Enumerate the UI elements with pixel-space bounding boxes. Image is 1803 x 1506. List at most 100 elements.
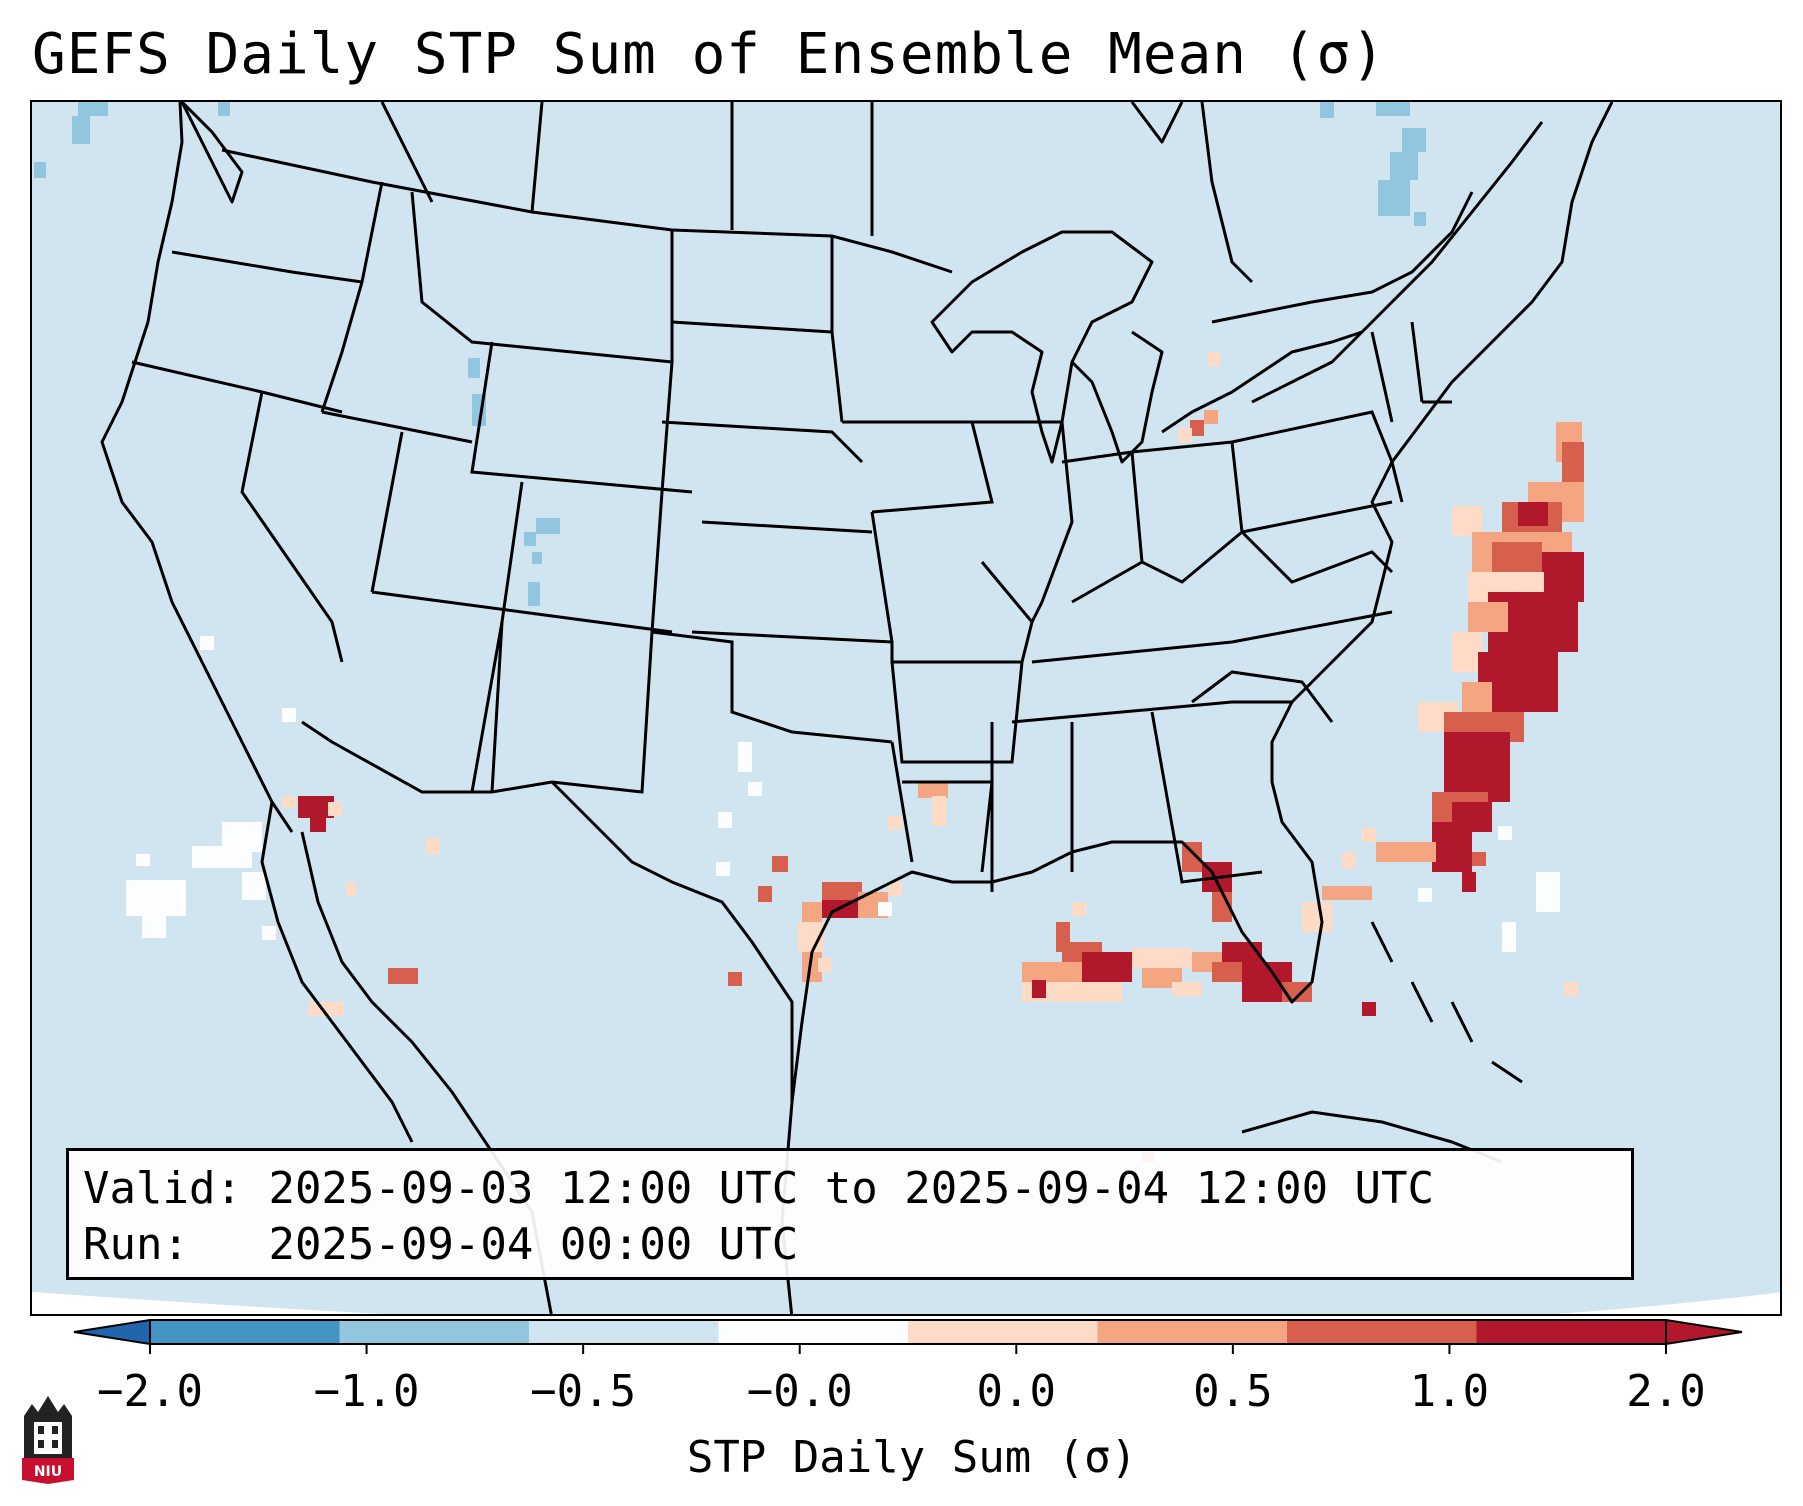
bahamas	[1370, 921, 1523, 1084]
anomaly-cell	[136, 854, 150, 866]
anomaly-cell	[388, 968, 418, 984]
anomaly-cell	[1022, 982, 1122, 1002]
anomaly-cell	[1320, 102, 1334, 118]
anomaly-cell	[1378, 180, 1410, 216]
anomaly-cell	[1390, 152, 1418, 180]
anomaly-cell	[918, 782, 948, 798]
map-canvas	[32, 102, 1780, 1314]
state-border-az-nm	[470, 621, 504, 793]
anomaly-cell	[1376, 102, 1410, 116]
state-border-mn	[830, 236, 844, 423]
logo-text: NIU	[34, 1464, 62, 1480]
baja-coastline	[260, 801, 414, 1143]
colorbar-tick-label: 0.5	[1193, 1366, 1273, 1417]
anomaly-cells	[34, 102, 1584, 1162]
colorbar-title: STP Daily Sum (σ)	[686, 1432, 1138, 1483]
state-border-mo	[870, 511, 1034, 664]
state-border-dakotas-mn	[650, 230, 674, 633]
anomaly-cell	[426, 838, 440, 854]
anomaly-cell	[1444, 732, 1510, 802]
anomaly-cell	[888, 882, 902, 896]
anomaly-cell	[1402, 128, 1426, 152]
anomaly-cell	[200, 636, 214, 650]
anomaly-cell	[218, 102, 230, 116]
anomaly-cell	[1414, 212, 1426, 226]
state-border-ia	[842, 420, 994, 514]
anomaly-cell	[716, 862, 730, 876]
state-border-nm-tx	[551, 631, 654, 794]
anomaly-cell	[772, 856, 788, 872]
lake-erie-ontario	[1161, 330, 1364, 434]
anomaly-cell	[34, 162, 46, 178]
anomaly-cell	[802, 902, 822, 922]
anomaly-cell	[1472, 852, 1486, 866]
colorbar	[73, 1318, 1743, 1354]
run-time: 2025-09-04 00:00 UTC	[268, 1219, 799, 1270]
anomaly-cell	[1362, 1002, 1376, 1016]
colorbar-frame	[149, 1319, 1667, 1345]
anomaly-cell	[1032, 980, 1046, 998]
anomaly-cell	[1562, 442, 1584, 482]
anomaly-cell	[1564, 982, 1578, 996]
valid-time-range: 2025-09-03 12:00 UTC to 2025-09-04 12:00…	[268, 1163, 1435, 1214]
anomaly-cell	[1302, 902, 1332, 932]
state-border-ut-az	[371, 590, 673, 634]
canada-province-on-qc	[1200, 102, 1254, 284]
anomaly-cell	[192, 846, 252, 868]
anomaly-cell	[1190, 420, 1204, 436]
colorbar-segment	[529, 1320, 719, 1344]
anomaly-cell	[932, 796, 946, 826]
great-lakes	[930, 230, 1154, 464]
anomaly-cell	[528, 582, 540, 606]
colorbar-extend-high	[1665, 1318, 1743, 1346]
st-lawrence	[1360, 121, 1544, 334]
anomaly-cell	[310, 818, 326, 832]
state-border-ne-ks	[701, 520, 873, 534]
anomaly-cell	[1022, 962, 1082, 982]
colorbar-segment	[150, 1320, 340, 1344]
anomaly-cell	[1502, 922, 1516, 952]
valid-label: Valid:	[83, 1163, 242, 1214]
state-border-pa-ny	[1231, 410, 1404, 534]
state-border-wi-il	[972, 420, 1074, 623]
colorbar-segment	[1097, 1320, 1287, 1344]
anomaly-cell	[822, 882, 862, 902]
anomaly-cell	[282, 796, 296, 808]
state-border-id-nv-ut	[321, 410, 473, 444]
anomaly-cell	[1498, 826, 1512, 840]
anomaly-cell	[78, 102, 108, 116]
political-borders	[131, 102, 1474, 1102]
anomaly-cell	[1462, 872, 1476, 892]
state-border-in	[1061, 450, 1144, 604]
anomaly-cell	[802, 952, 822, 982]
colorbar-tick-label: 0.0	[976, 1366, 1057, 1417]
anomaly-cell	[758, 886, 772, 902]
chart-title: GEFS Daily STP Sum of Ensemble Mean (σ)	[32, 22, 1386, 87]
state-border-sd-ne	[661, 420, 864, 464]
anomaly-cell	[1518, 502, 1548, 526]
anomaly-cell	[1322, 886, 1372, 900]
state-border-nd-sd	[671, 320, 833, 334]
anomaly-cell	[242, 872, 266, 900]
state-border-nv	[240, 391, 344, 663]
anomaly-cell	[1082, 952, 1132, 982]
colorbar-segment	[718, 1320, 908, 1344]
anomaly-cell	[1204, 410, 1218, 424]
colorbar-segment	[1287, 1320, 1477, 1344]
anomaly-cell	[1452, 506, 1482, 536]
colorbar-segment	[1476, 1320, 1666, 1344]
us-canada-border-east	[1211, 191, 1474, 324]
state-border-mt-wy	[410, 191, 673, 364]
anomaly-cell	[308, 1002, 344, 1016]
state-border-az-mexico	[301, 720, 553, 794]
valid-run-info-box: Valid: 2025-09-03 12:00 UTC to 2025-09-0…	[66, 1148, 1634, 1280]
anomaly-cell	[468, 358, 480, 378]
anomaly-cell	[298, 796, 334, 818]
anomaly-cell	[878, 902, 892, 916]
anomaly-cell	[738, 742, 752, 772]
canada-province-bc-ab	[380, 102, 434, 203]
colorbar-extend-low	[73, 1318, 151, 1346]
anomaly-cell	[728, 972, 742, 986]
anomaly-cell	[1418, 888, 1432, 902]
state-border-tx-la	[890, 741, 914, 863]
